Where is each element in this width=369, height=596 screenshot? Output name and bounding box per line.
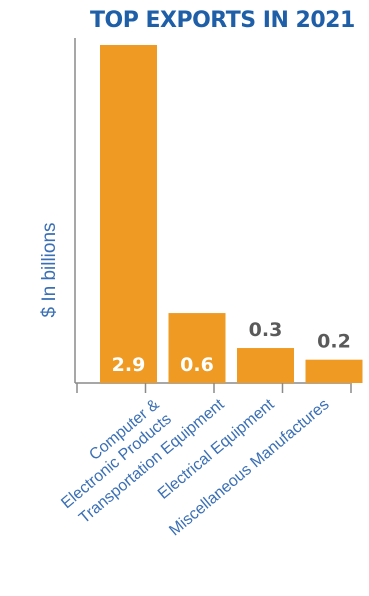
bar-value-label: 2.9 bbox=[112, 354, 146, 376]
chart-title: TOP EXPORTS IN 2021 bbox=[90, 8, 355, 33]
y-axis-label: $ In billions bbox=[39, 222, 60, 317]
bar bbox=[100, 45, 157, 383]
bar bbox=[237, 348, 294, 383]
bar-value-label: 0.6 bbox=[180, 354, 214, 376]
bar bbox=[305, 359, 363, 383]
bar bbox=[168, 313, 226, 383]
bar-value-label: 0.2 bbox=[317, 331, 351, 353]
bar-value-label: 0.3 bbox=[249, 319, 283, 341]
